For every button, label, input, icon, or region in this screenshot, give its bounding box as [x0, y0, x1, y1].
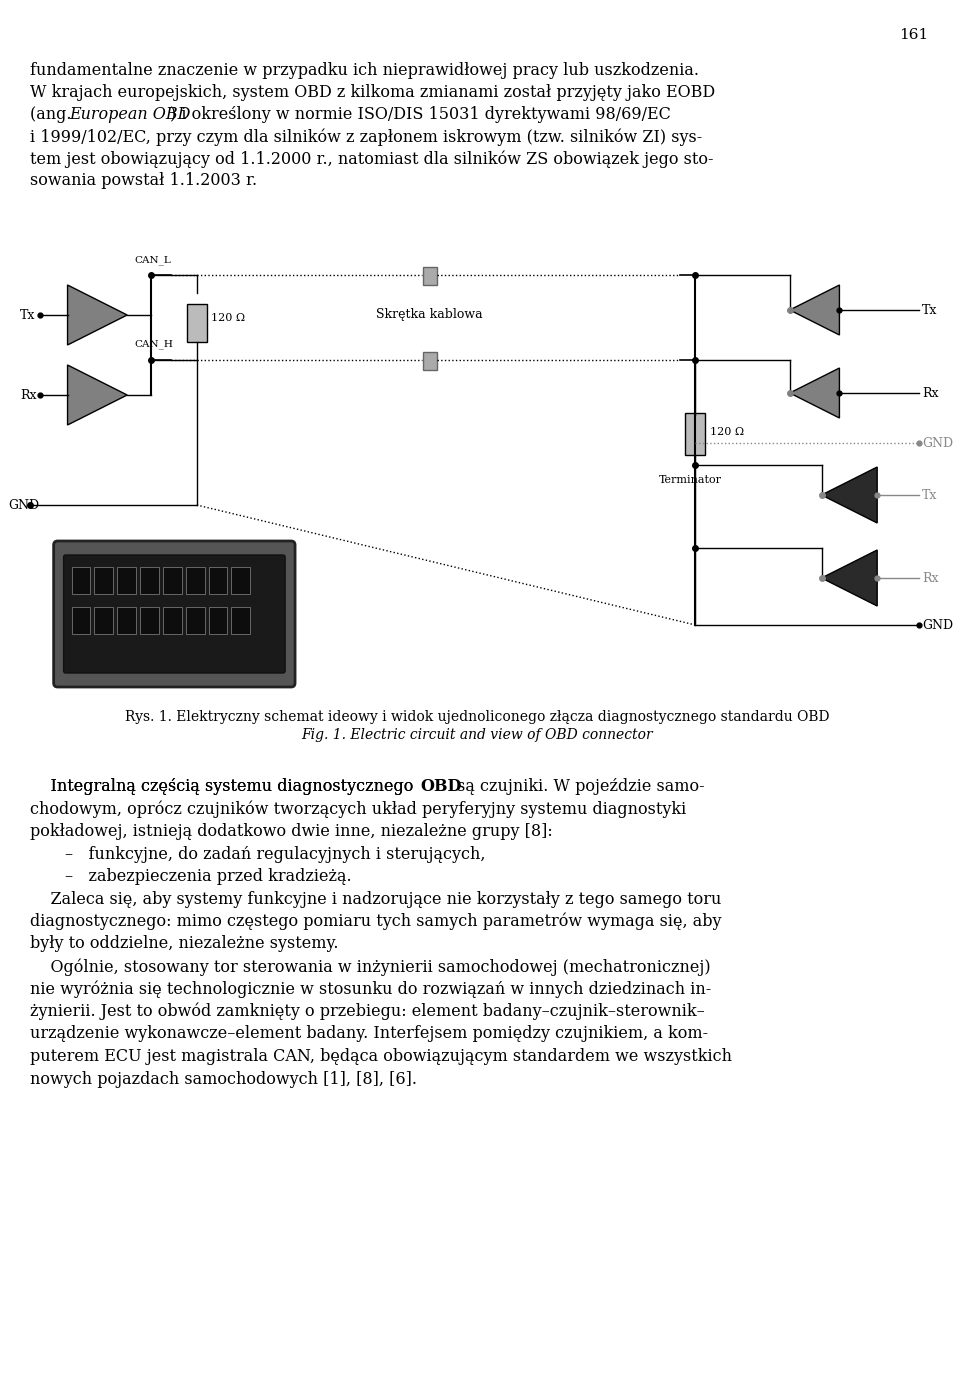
Bar [117, 607, 136, 634]
Text: Terminator: Terminator [659, 475, 722, 485]
Bar [422, 267, 437, 285]
Text: Zaleca się, aby systemy funkcyjne i nadzorujące nie korzystały z tego samego tor: Zaleca się, aby systemy funkcyjne i nadz… [30, 890, 721, 908]
Text: urządzenie wykonawcze–element badany. Interfejsem pomiędzy czujnikiem, a kom-: urządzenie wykonawcze–element badany. In… [30, 1025, 708, 1042]
Polygon shape [822, 467, 877, 522]
Text: chodowym, oprócz czujników tworzących układ peryferyjny systemu diagnostyki: chodowym, oprócz czujników tworzących uk… [30, 800, 686, 818]
Text: Rys. 1. Elektryczny schemat ideowy i widok ujednoliconego złącza diagnostycznego: Rys. 1. Elektryczny schemat ideowy i wid… [125, 710, 829, 724]
Text: 161: 161 [900, 28, 928, 41]
Text: były to oddzielne, niezależne systemy.: były to oddzielne, niezależne systemy. [30, 936, 338, 952]
Text: sowania powstał 1.1.2003 r.: sowania powstał 1.1.2003 r. [30, 171, 257, 189]
Polygon shape [67, 365, 127, 426]
Text: są czujniki. W pojeździe samo-: są czujniki. W pojeździe samo- [452, 778, 705, 795]
Text: Skrętka kablowa: Skrętka kablowa [376, 308, 483, 321]
Text: Ogólnie, stosowany tor sterowania w inżynierii samochodowej (mechatronicznej): Ogólnie, stosowany tor sterowania w inży… [30, 958, 710, 976]
FancyBboxPatch shape [54, 540, 295, 687]
Text: Integralną częścią systemu diagnostycznego: Integralną częścią systemu diagnostyczne… [30, 778, 419, 795]
Text: GND: GND [922, 619, 953, 632]
Text: Rx: Rx [922, 572, 938, 585]
Text: GND: GND [8, 499, 39, 511]
Text: Fig. 1. Electric circuit and view of OBD connector: Fig. 1. Electric circuit and view of OBD… [301, 728, 653, 742]
Bar [163, 567, 181, 594]
Text: CAN_L: CAN_L [134, 256, 171, 265]
Text: –   zabezpieczenia przed kradzieżą.: – zabezpieczenia przed kradzieżą. [64, 868, 351, 884]
Bar [186, 567, 204, 594]
Text: W krajach europejskich, system OBD z kilkoma zmianami został przyjęty jako EOBD: W krajach europejskich, system OBD z kil… [30, 84, 715, 101]
Text: diagnostycznego: mimo częstego pomiaru tych samych parametrów wymaga się, aby: diagnostycznego: mimo częstego pomiaru t… [30, 914, 721, 930]
Text: Integralną częścią systemu diagnostycznego: Integralną częścią systemu diagnostyczne… [30, 778, 419, 795]
Text: Rx: Rx [20, 388, 36, 402]
Text: 120 Ω: 120 Ω [710, 427, 744, 437]
Bar [94, 567, 113, 594]
Bar [208, 567, 228, 594]
Text: żynierii. Jest to obwód zamknięty o przebiegu: element badany–czujnik–sterownik–: żynierii. Jest to obwód zamknięty o prze… [30, 1003, 705, 1020]
Text: OBD: OBD [420, 778, 462, 795]
Text: Tx: Tx [922, 488, 937, 502]
Text: fundamentalne znaczenie w przypadku ich nieprawidłowej pracy lub uszkodzenia.: fundamentalne znaczenie w przypadku ich … [30, 62, 699, 79]
Text: nowych pojazdach samochodowych [1], [8], [6].: nowych pojazdach samochodowych [1], [8],… [30, 1071, 417, 1088]
Text: Tx: Tx [922, 304, 937, 316]
Text: European OBD: European OBD [69, 106, 191, 123]
Text: pokładowej, istnieją dodatkowo dwie inne, niezależne grupy [8]:: pokładowej, istnieją dodatkowo dwie inne… [30, 824, 553, 840]
Polygon shape [822, 550, 877, 605]
Text: CAN_H: CAN_H [134, 339, 173, 348]
Bar [72, 567, 90, 594]
Bar [117, 567, 136, 594]
Polygon shape [67, 285, 127, 346]
Text: tem jest obowiązujący od 1.1.2000 r., natomiast dla silników ZS obowiązek jego s: tem jest obowiązujący od 1.1.2000 r., na… [30, 151, 713, 167]
Bar [163, 607, 181, 634]
Text: ) i określony w normie ISO/DIS 15031 dyrektywami 98/69/EC: ) i określony w normie ISO/DIS 15031 dyr… [170, 106, 671, 123]
Bar [140, 607, 159, 634]
Bar [231, 607, 251, 634]
Bar [231, 567, 251, 594]
Polygon shape [790, 285, 839, 334]
Text: puterem ECU jest magistrala CAN, będąca obowiązującym standardem we wszystkich: puterem ECU jest magistrala CAN, będąca … [30, 1048, 732, 1066]
Text: GND: GND [922, 437, 953, 449]
Text: 120 Ω: 120 Ω [210, 312, 245, 322]
FancyBboxPatch shape [63, 556, 285, 673]
Bar [208, 607, 228, 634]
Bar [422, 352, 437, 370]
Text: Rx: Rx [922, 387, 938, 399]
Bar [94, 607, 113, 634]
Polygon shape [790, 368, 839, 417]
Text: (ang.: (ang. [30, 106, 77, 123]
Bar [72, 607, 90, 634]
Text: i 1999/102/EC, przy czym dla silników z zapłonem iskrowym (tzw. silników ZI) sys: i 1999/102/EC, przy czym dla silników z … [30, 129, 702, 145]
Text: –   funkcyjne, do zadań regulacyjnych i sterujących,: – funkcyjne, do zadań regulacyjnych i st… [64, 846, 485, 862]
Text: Tx: Tx [20, 308, 36, 322]
Bar [685, 413, 706, 455]
Bar [186, 607, 204, 634]
Text: nie wyróżnia się technologicznie w stosunku do rozwiązań w innych dziedzinach in: nie wyróżnia się technologicznie w stosu… [30, 980, 711, 998]
Bar [187, 304, 206, 341]
Bar [140, 567, 159, 594]
